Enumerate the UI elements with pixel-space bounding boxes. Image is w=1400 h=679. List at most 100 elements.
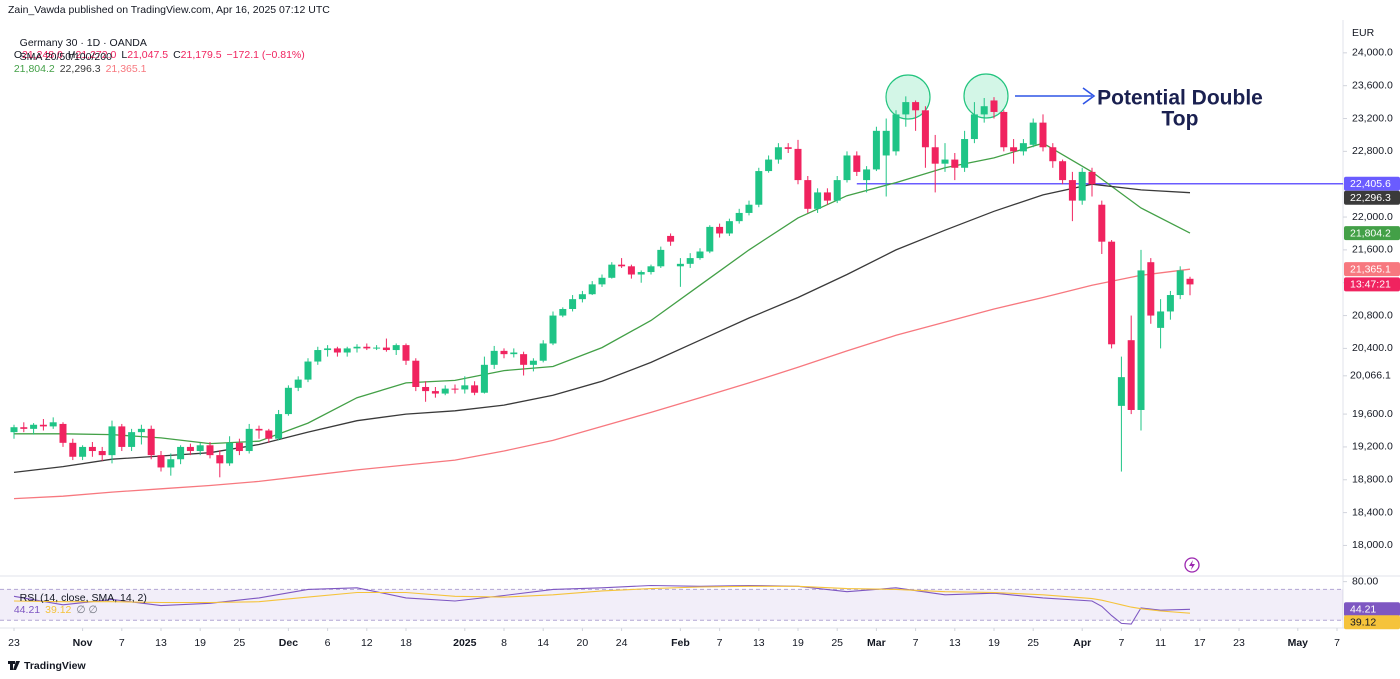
- y-tick-label: 18,000.0: [1352, 539, 1393, 551]
- y-tick-label: 24,000.0: [1352, 47, 1393, 59]
- candle-body: [363, 346, 371, 349]
- axis-value-label: 22,296.3: [1350, 192, 1391, 204]
- candle-body: [186, 446, 194, 452]
- candle-body: [970, 114, 978, 140]
- candle-body: [1137, 270, 1145, 410]
- x-tick-label: Nov: [73, 637, 93, 649]
- event-icon[interactable]: [1184, 557, 1200, 573]
- candle-body: [676, 263, 684, 267]
- candle-body: [1010, 147, 1018, 152]
- annotation-arrowhead: [1082, 87, 1096, 105]
- candle-body: [853, 155, 861, 172]
- candle-body: [637, 272, 645, 275]
- candle-body: [921, 110, 929, 148]
- y-tick-label: 22,800.0: [1352, 145, 1393, 157]
- axis-value-label: 22,405.6: [1350, 178, 1391, 190]
- axis-value-label: 21,804.2: [1350, 227, 1391, 239]
- candle-body: [422, 386, 430, 392]
- candle-body: [480, 364, 488, 393]
- ohlc-value: 21,179.5: [180, 49, 222, 61]
- rsi-na: ∅ ∅: [76, 604, 98, 616]
- candle-body: [510, 352, 518, 355]
- candle-body: [69, 442, 77, 457]
- candle-body: [529, 360, 537, 365]
- candle-body: [804, 180, 812, 209]
- x-tick-label: 7: [119, 637, 125, 649]
- candle-body: [784, 147, 792, 149]
- candle-body: [716, 226, 724, 234]
- x-tick-label: 7: [913, 637, 919, 649]
- candle-body: [137, 428, 145, 433]
- candle-body: [823, 192, 831, 201]
- x-tick-label: 18: [400, 637, 412, 649]
- x-tick-label: 6: [325, 637, 331, 649]
- candle-body: [1078, 171, 1086, 201]
- sma-title: SMA 20/50/100/200: [19, 51, 112, 63]
- axis-value-label: 39.12: [1350, 617, 1376, 629]
- candle-body: [382, 347, 390, 351]
- candle-body: [373, 347, 381, 349]
- price-marker-label: 20,066.1: [1350, 370, 1391, 382]
- candle-body: [128, 432, 136, 447]
- currency-label: EUR: [1352, 27, 1375, 39]
- candle-body: [147, 428, 155, 456]
- x-tick-label: 13: [949, 637, 961, 649]
- rsi-line: [13, 585, 1191, 614]
- candle-body: [843, 155, 851, 181]
- candle-body: [667, 235, 675, 242]
- candle-body: [275, 414, 283, 439]
- candle-body: [490, 350, 498, 365]
- candle-body: [1127, 340, 1135, 410]
- candle-body: [343, 348, 351, 353]
- candle-body: [177, 446, 185, 460]
- candle-body: [441, 388, 449, 394]
- rsi-legend: RSI (14, close, SMA, 14, 2) 44.21 39.12 ∅ …: [8, 580, 152, 616]
- candle-body: [206, 445, 214, 456]
- ohlc-key: L: [121, 49, 128, 61]
- candle-body: [1176, 270, 1184, 296]
- candle-body: [1117, 377, 1125, 406]
- x-tick-label: 2025: [453, 637, 477, 649]
- candle-body: [1000, 111, 1008, 148]
- x-tick-label: 20: [577, 637, 589, 649]
- candle-body: [500, 350, 508, 355]
- candle-body: [255, 428, 263, 431]
- candle-body: [157, 455, 165, 468]
- price-legend: Germany 30 · 1D · OANDA O21,248.0 H21,272…: [8, 25, 310, 61]
- candle-body: [98, 451, 106, 456]
- candle-body: [941, 159, 949, 164]
- candle-body: [1049, 147, 1057, 162]
- candle-body: [588, 284, 596, 295]
- x-tick-label: 23: [8, 637, 20, 649]
- x-tick-label: 25: [234, 637, 246, 649]
- candle-body: [539, 343, 547, 361]
- x-tick-label: Mar: [867, 637, 886, 649]
- candle-body: [951, 159, 959, 168]
- candle-body: [216, 455, 224, 464]
- publisher: Zain_Vawda published on TradingView.com,…: [8, 4, 330, 16]
- candle-body: [88, 446, 96, 452]
- candle-body: [696, 251, 704, 259]
- candle-body: [912, 102, 920, 111]
- candle-body: [30, 424, 38, 429]
- sma-line: [13, 268, 1191, 500]
- axis-value-label: 44.21: [1350, 604, 1376, 616]
- axis-value-box: [1344, 277, 1400, 292]
- x-tick-label: 19: [792, 637, 804, 649]
- candle-body: [980, 106, 988, 115]
- x-tick-label: Apr: [1073, 637, 1091, 649]
- event-icon-bolt: [1189, 560, 1195, 570]
- candle-body: [686, 258, 694, 264]
- ohlc-key: H: [67, 49, 76, 61]
- candle-body: [49, 422, 57, 427]
- candle-body: [520, 354, 528, 365]
- candle-body: [1029, 122, 1037, 145]
- axis-value-label: 13:47:21: [1350, 279, 1391, 291]
- annotation-text: Top: [1162, 108, 1199, 131]
- ohlc-key: O: [13, 49, 23, 61]
- candle-body: [471, 385, 479, 393]
- candle-body: [333, 348, 341, 353]
- candle-body: [39, 424, 47, 427]
- x-tick-label: 8: [501, 637, 507, 649]
